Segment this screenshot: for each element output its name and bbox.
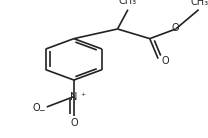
Text: O: O bbox=[70, 118, 78, 128]
Text: O: O bbox=[161, 56, 169, 66]
Text: O: O bbox=[172, 23, 180, 33]
Text: CH₃: CH₃ bbox=[119, 0, 137, 6]
Text: N: N bbox=[70, 92, 78, 102]
Text: +: + bbox=[81, 92, 86, 97]
Text: CH₃: CH₃ bbox=[191, 0, 208, 7]
Text: −: − bbox=[38, 106, 45, 115]
Text: O: O bbox=[33, 103, 41, 113]
